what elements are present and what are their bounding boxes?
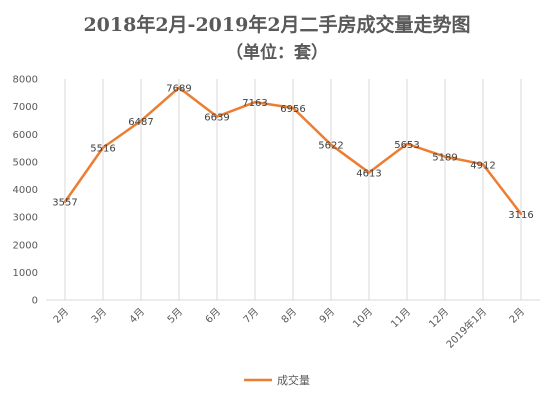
data-label: 4912 (470, 160, 495, 171)
data-label: 6487 (128, 117, 153, 128)
data-label: 5622 (318, 141, 343, 152)
data-label: 5653 (394, 140, 419, 151)
x-tick-label: 2月 (51, 306, 71, 326)
data-label: 6639 (204, 113, 229, 124)
data-label: 3557 (52, 198, 77, 209)
x-tick-label: 8月 (279, 306, 299, 326)
chart-title: 2018年2月-2019年2月二手房成交量走势图 (83, 14, 471, 36)
y-tick-label: 7000 (13, 102, 38, 113)
x-tick-label: 10月 (351, 306, 376, 331)
data-label: 4613 (356, 169, 381, 180)
legend-label: 成交量 (277, 373, 310, 387)
data-label-layer: 3557 5516 6487 7689 6639 7163 6956 5622 4613 5653… (52, 84, 533, 221)
chart-subtitle: （单位：套） (226, 43, 328, 63)
data-label: 7689 (166, 84, 191, 95)
x-tick-label: 3月 (89, 306, 109, 326)
y-tick-label: 2000 (13, 240, 38, 251)
x-tick-label: 7月 (241, 306, 261, 326)
y-tick-label: 8000 (13, 75, 38, 86)
y-tick-label: 3000 (13, 213, 38, 224)
grid-layer (64, 79, 522, 300)
x-tick-label: 5月 (165, 306, 185, 326)
data-label: 3116 (508, 210, 533, 221)
data-label: 5516 (90, 144, 115, 155)
x-tick-label: 6月 (203, 306, 223, 326)
data-label: 5189 (432, 153, 457, 164)
x-tick-label: 2月 (507, 306, 527, 326)
y-tick-label: 1000 (13, 268, 38, 279)
x-tick-label: 9月 (317, 306, 337, 326)
legend: 成交量 (244, 373, 310, 387)
y-tick-label: 5000 (13, 157, 38, 168)
series-layer (63, 86, 523, 216)
y-tick-label: 6000 (13, 130, 38, 141)
y-tick-label: 4000 (13, 185, 38, 196)
axis-layer: 0 1000 2000 3000 4000 5000 6000 7000 8000 2月 3月 4月 5… (13, 75, 540, 351)
x-tick-label: 2019年1月 (443, 305, 489, 351)
y-tick-label: 0 (32, 296, 38, 307)
data-label: 7163 (242, 98, 267, 109)
x-tick-label: 4月 (127, 306, 147, 326)
x-tick-label: 12月 (427, 306, 452, 331)
data-label: 6956 (280, 104, 305, 115)
x-tick-label: 11月 (389, 306, 414, 331)
